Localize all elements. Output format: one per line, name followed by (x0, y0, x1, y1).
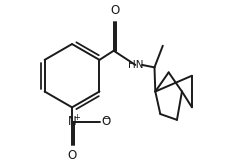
Text: +: + (73, 113, 80, 122)
Text: HN: HN (128, 60, 143, 70)
Text: −: − (102, 113, 110, 122)
Text: O: O (102, 115, 111, 128)
Text: O: O (67, 149, 77, 162)
Text: O: O (110, 4, 120, 17)
Text: N: N (68, 115, 76, 128)
